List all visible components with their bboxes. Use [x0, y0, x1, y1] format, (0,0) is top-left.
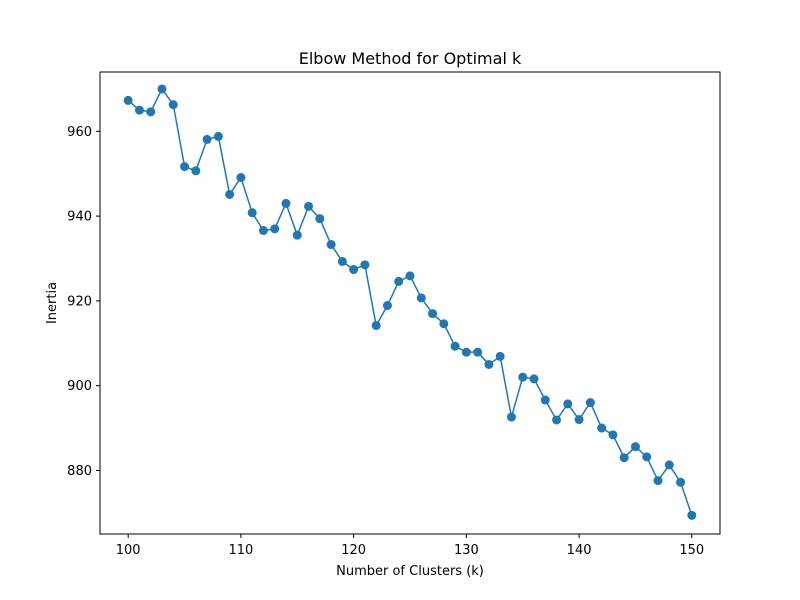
data-point	[258, 226, 268, 236]
series-markers	[123, 84, 697, 520]
data-point	[585, 398, 595, 408]
y-axis: 880 900 920 940 960	[67, 125, 100, 479]
x-axis: 100 110 120 130 140 150	[116, 534, 704, 558]
data-point	[416, 293, 426, 303]
data-point	[191, 166, 201, 176]
data-point	[236, 173, 246, 183]
y-tick-label: 900	[67, 379, 92, 394]
data-point	[518, 372, 528, 382]
data-point	[664, 460, 674, 470]
data-point	[134, 105, 144, 115]
chart-title: Elbow Method for Optimal k	[299, 49, 522, 68]
data-point	[619, 453, 629, 463]
data-point	[146, 107, 156, 117]
x-tick-label: 100	[116, 543, 141, 558]
data-point	[642, 452, 652, 462]
data-point	[315, 214, 325, 224]
x-tick-label: 130	[454, 543, 479, 558]
data-point	[687, 510, 697, 520]
y-tick-label: 880	[67, 464, 92, 479]
data-point	[349, 265, 359, 275]
data-point	[461, 347, 471, 357]
x-tick-label: 120	[341, 543, 366, 558]
data-point	[270, 224, 280, 234]
data-point	[292, 230, 302, 240]
data-point	[281, 198, 291, 208]
data-point	[168, 100, 178, 110]
plot-area	[99, 71, 721, 535]
data-point	[540, 395, 550, 405]
data-point	[676, 477, 686, 487]
data-point	[608, 430, 618, 440]
data-point	[326, 240, 336, 250]
x-tick-label: 140	[567, 543, 592, 558]
x-axis-title: Number of Clusters (k)	[336, 564, 484, 579]
data-point	[337, 256, 347, 266]
data-point	[371, 320, 381, 330]
data-point	[552, 415, 562, 425]
data-point	[304, 201, 314, 211]
data-point	[202, 134, 212, 144]
data-point	[382, 301, 392, 311]
data-point	[630, 442, 640, 452]
y-tick-label: 920	[67, 294, 92, 309]
x-tick-label: 110	[228, 543, 253, 558]
y-axis-title: Inertia	[45, 282, 60, 324]
data-point	[213, 131, 223, 141]
data-point	[123, 95, 133, 105]
data-point	[484, 359, 494, 369]
data-point	[394, 276, 404, 286]
data-point	[225, 189, 235, 199]
data-point	[495, 351, 505, 361]
data-point	[506, 412, 516, 422]
data-point	[450, 341, 460, 351]
y-tick-label: 940	[67, 210, 92, 225]
data-point	[529, 374, 539, 384]
data-point	[428, 309, 438, 319]
data-point	[360, 260, 370, 270]
data-point	[563, 399, 573, 409]
data-point	[439, 319, 449, 329]
data-point	[405, 271, 415, 281]
data-point	[597, 423, 607, 433]
data-point	[574, 415, 584, 425]
data-point	[157, 84, 167, 94]
data-point	[180, 162, 190, 172]
y-tick-label: 960	[67, 125, 92, 140]
data-point	[473, 347, 483, 357]
data-point	[653, 476, 663, 486]
x-tick-label: 150	[679, 543, 704, 558]
data-point	[247, 208, 257, 218]
